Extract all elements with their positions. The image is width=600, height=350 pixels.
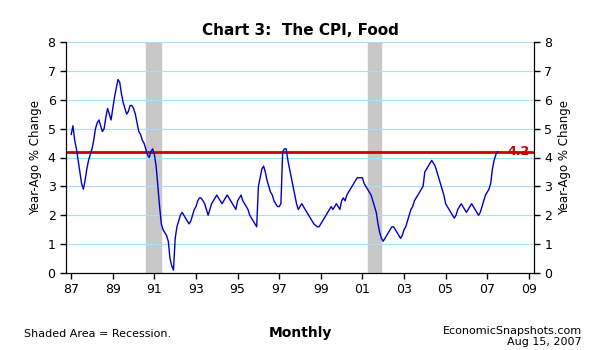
Text: Shaded Area = Recession.: Shaded Area = Recession. [24,329,171,339]
Bar [146,42,161,273]
Text: Monthly: Monthly [268,326,332,340]
Text: EconomicSnapshots.com
Aug 15, 2007: EconomicSnapshots.com Aug 15, 2007 [443,326,582,347]
Y-axis label: Year-Ago % Change: Year-Ago % Change [558,100,571,215]
Bar [368,42,382,273]
Y-axis label: Year-Ago % Change: Year-Ago % Change [29,100,42,215]
Text: Chart 3:  The CPI, Food: Chart 3: The CPI, Food [202,23,398,38]
Text: 4.2: 4.2 [508,145,530,158]
